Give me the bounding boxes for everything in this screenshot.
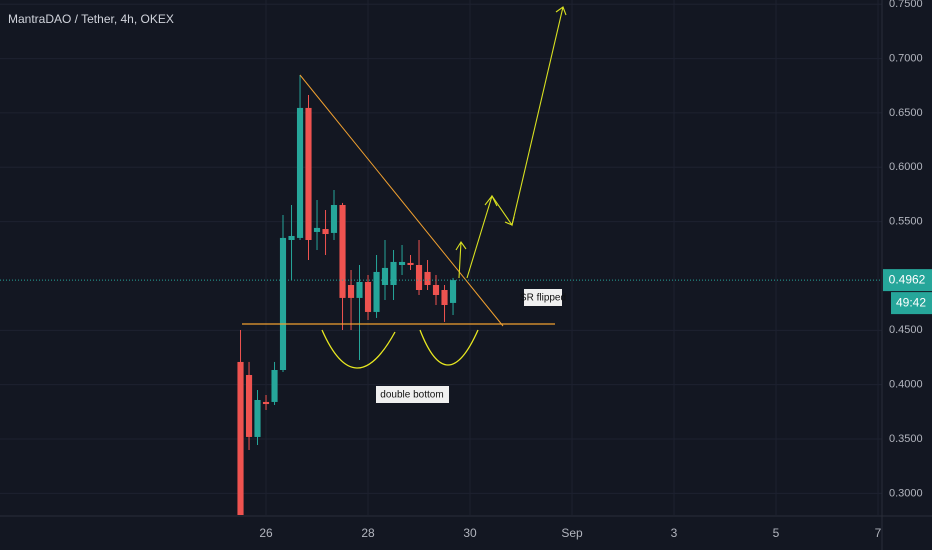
countdown: 49:42 — [896, 295, 926, 309]
candle-body — [305, 107, 312, 240]
candle-body — [407, 262, 414, 265]
x-tick-label: 30 — [463, 526, 477, 540]
candle-body — [271, 370, 278, 402]
candle-body — [262, 401, 270, 405]
candle-body — [398, 261, 406, 265]
countdown-box — [891, 292, 932, 315]
candle-body — [288, 235, 295, 240]
arrow-head — [484, 194, 515, 226]
annotation: SR flipped — [520, 293, 566, 304]
annotation-box — [376, 386, 449, 403]
annotation: double bottom — [380, 390, 443, 401]
candle-body — [364, 281, 372, 312]
candle-body — [449, 280, 457, 303]
y-tick-label: 0.5500 — [889, 216, 923, 228]
y-tick-label: 0.7000 — [889, 52, 923, 64]
x-tick-label: 3 — [671, 526, 678, 540]
price-box — [883, 269, 932, 292]
candle-body — [245, 375, 253, 437]
grid — [0, 0, 882, 515]
candle-body — [415, 265, 423, 290]
candle-body — [237, 361, 244, 515]
x-tick-label: 26 — [259, 526, 273, 540]
candle-body — [347, 285, 355, 298]
y-tick-label: 0.3500 — [889, 433, 923, 445]
candle-body — [330, 205, 338, 233]
candle-body — [373, 271, 380, 312]
annotation-box — [524, 289, 562, 306]
candle-body — [322, 229, 329, 235]
chart-title: MantraDAO / Tether, 4h, OKEX — [8, 12, 174, 26]
candle-body — [254, 400, 261, 437]
y-tick-label: 0.4500 — [889, 324, 923, 336]
bottom-arc — [321, 329, 396, 369]
y-tick-label: 0.6500 — [889, 107, 923, 119]
y-tick-label: 0.6000 — [889, 161, 923, 173]
candle-body — [356, 281, 363, 298]
arrow — [455, 241, 467, 279]
candles — [237, 75, 457, 515]
candle-body — [390, 261, 397, 285]
candle-body — [339, 205, 346, 298]
drawings — [242, 6, 567, 369]
y-tick-label: 0.7500 — [889, 0, 923, 10]
bottom-arc — [419, 329, 479, 366]
y-tick-label: 0.4000 — [889, 379, 923, 391]
x-tick-label: 28 — [361, 526, 375, 540]
x-tick-label: 7 — [875, 526, 882, 540]
candle-body — [381, 267, 389, 285]
x-tick-label: Sep — [561, 526, 583, 540]
candle-body — [313, 227, 321, 232]
y-tick-label: 0.3000 — [889, 487, 923, 499]
candle-body — [441, 290, 448, 305]
x-tick-label: 5 — [773, 526, 780, 540]
candle-body — [279, 237, 287, 370]
trend-line — [299, 74, 504, 327]
candle-body — [424, 271, 431, 285]
arrow — [466, 6, 567, 279]
candle-body — [296, 107, 304, 238]
price-label: 0.4962 — [889, 272, 926, 286]
candle-body — [432, 285, 440, 295]
